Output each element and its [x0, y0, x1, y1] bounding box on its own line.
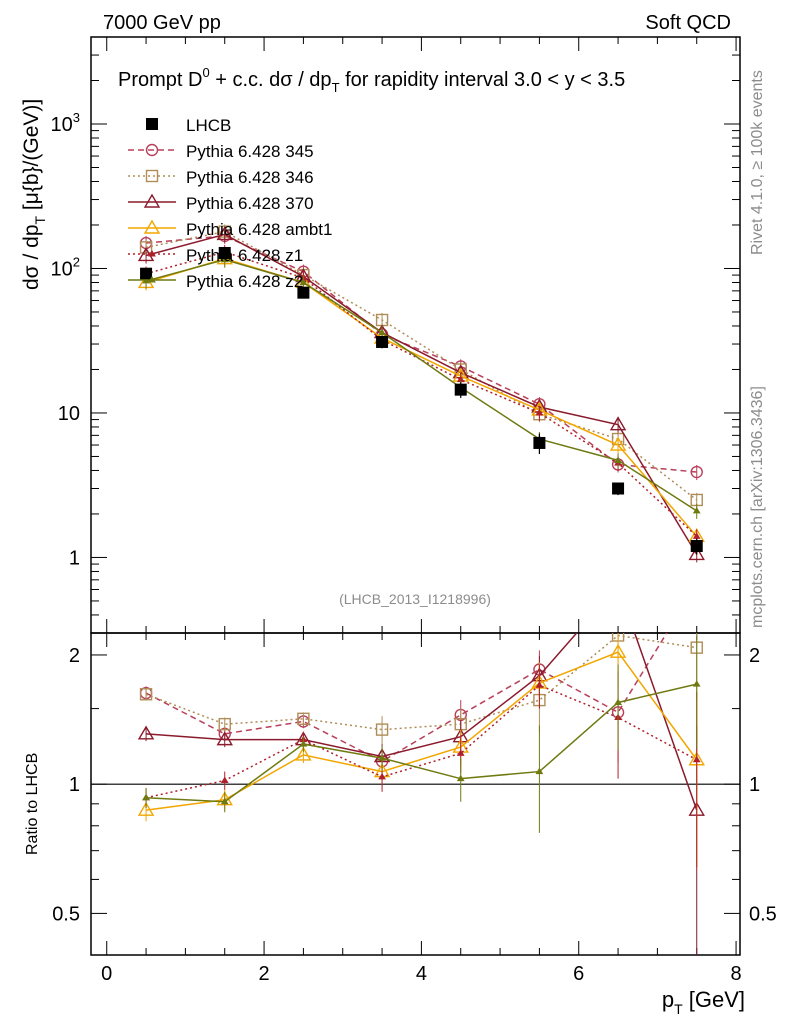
series-2-ratio-point [216, 731, 233, 746]
series-2-point [609, 416, 627, 431]
series-0-point [690, 465, 703, 479]
x-tick-label: 0 [101, 963, 112, 985]
rivet-version-label: Rivet 4.1.0, ≥ 100k events [749, 70, 766, 255]
series-3-ratio-point [137, 801, 155, 816]
y-tick-label: 103 [51, 110, 80, 136]
series-4-point [535, 408, 544, 416]
lhcb-data-point [297, 286, 310, 299]
series-5-ratio-point [220, 797, 229, 805]
legend-marker-lhcb [146, 118, 158, 130]
series-3-ratio-line [145, 651, 698, 811]
series-5-ratio-point [614, 698, 622, 705]
series-5-ratio-point [456, 774, 465, 782]
series-5-ratio-point [299, 740, 308, 747]
series-4-point [692, 532, 701, 539]
header-right: Soft QCD [645, 12, 731, 34]
lhcb-data-point [218, 246, 231, 259]
ratio-series-group [137, 579, 705, 955]
ratio-plot-frame [90, 632, 741, 956]
lhcb-data-point [533, 436, 546, 449]
series-4-ratio-point [220, 776, 229, 783]
series-5-ratio-point [535, 767, 544, 775]
legend-marker-5 [148, 276, 156, 283]
series-3-line [145, 257, 698, 537]
series-2-ratio-point [611, 579, 625, 591]
series-5-point [692, 506, 701, 514]
series-5-ratio-point [692, 680, 701, 687]
ratio-tick-label: 2 [69, 645, 80, 667]
series-5-point [220, 255, 229, 263]
y-axis-label: dσ / dpT [μ{b}/(GeV)] [20, 99, 48, 290]
ratio-tick-label-right: 0.5 [749, 903, 777, 925]
legend-label-lhcb: LHCB [186, 116, 231, 135]
series-2-point [688, 545, 705, 561]
series-0-ratio-point [691, 579, 702, 590]
series-1-ratio-point [139, 688, 153, 701]
mcplots-label: mcplots.cern.ch [arXiv:1306.3436] [749, 386, 766, 628]
series-4-ratio-point [535, 681, 544, 688]
series-5-point [299, 278, 308, 285]
series-5-line [145, 258, 698, 512]
x-tick-label: 4 [416, 963, 427, 985]
series-2-line [145, 233, 698, 555]
legend-label-4: Pythia 6.428 z1 [186, 246, 303, 265]
series-2-ratio-line [146, 633, 698, 811]
y-tick-label: 10 [58, 403, 80, 425]
legend-marker-0 [145, 143, 159, 157]
series-3-ratio-point [295, 746, 312, 761]
ratio-tick-label-right: 2 [749, 645, 760, 667]
lhcb-data-point [454, 383, 467, 396]
ratio-axis-label: Ratio to LHCB [24, 753, 41, 855]
legend-marker-4 [148, 250, 156, 257]
series-4-line [145, 251, 698, 537]
lhcb-data-point [690, 540, 703, 553]
legend-marker-1 [145, 169, 159, 183]
series-2-ratio-point [137, 725, 155, 740]
analysis-id: (LHCB_2013_I1218996) [339, 591, 491, 607]
series-5-ratio-point [142, 793, 150, 801]
series-5-ratio-point [378, 754, 386, 761]
x-tick-label: 2 [259, 963, 270, 985]
lhcb-data-point [612, 482, 625, 495]
legend-label-2: Pythia 6.428 370 [186, 194, 314, 213]
series-2-point [216, 226, 233, 241]
series-1-ratio-line [145, 634, 697, 731]
ratio-tick-label: 0.5 [52, 903, 80, 925]
series-1-ratio-point [218, 717, 231, 731]
header-left: 7000 GeV pp [103, 12, 221, 34]
series-1-ratio-point [375, 723, 389, 736]
series-4-ratio-point [456, 749, 465, 756]
series-4-ratio-point [378, 772, 386, 780]
legend-label-0: Pythia 6.428 345 [186, 142, 314, 161]
x-tick-label: 8 [731, 963, 742, 985]
series-3-point [609, 436, 627, 451]
series-4-ratio-point [692, 755, 701, 763]
y-tick-label: 102 [51, 254, 80, 280]
series-5-ratio-line [146, 683, 697, 803]
ratio-tick-label: 1 [69, 774, 80, 796]
series-4-ratio-line [145, 684, 698, 799]
legend-marker-2 [143, 193, 161, 208]
ratio-tick-label-right: 1 [749, 774, 760, 796]
plot-title: Prompt D0 + c.c. dσ / dpT for rapidity i… [118, 65, 625, 95]
series-1-line [145, 230, 698, 501]
y-tick-label: 1 [69, 547, 80, 569]
series-5-point [614, 456, 622, 463]
lhcb-data-point [376, 335, 389, 348]
series-3-ratio-point [609, 643, 627, 658]
series-5-point [378, 328, 386, 336]
legend-label-1: Pythia 6.428 346 [186, 168, 314, 187]
x-tick-label: 6 [573, 963, 584, 985]
legend-marker-3 [143, 219, 161, 234]
legend-label-3: Pythia 6.428 ambt1 [186, 220, 332, 239]
x-axis-label: pT [GeV] [662, 987, 745, 1017]
series-0-ratio-line [145, 633, 668, 763]
legend-label-5: Pythia 6.428 z2 [186, 272, 303, 291]
series-1-ratio-point [297, 712, 310, 726]
lhcb-data-point [140, 267, 153, 280]
